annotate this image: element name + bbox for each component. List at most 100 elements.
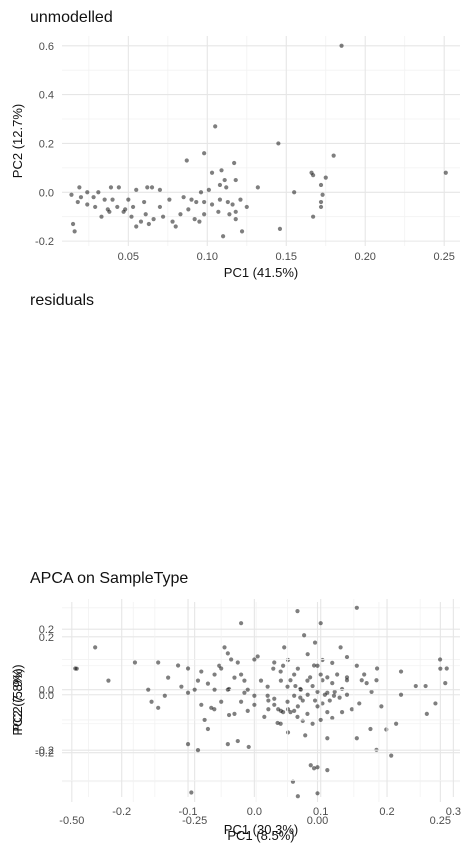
- data-point: [225, 687, 230, 692]
- data-point: [369, 689, 374, 694]
- data-point: [219, 699, 224, 704]
- data-point: [252, 657, 257, 662]
- panel-title: unmodelled: [30, 9, 113, 26]
- data-point: [229, 657, 234, 662]
- data-point: [242, 690, 247, 695]
- data-point: [225, 741, 230, 747]
- data-point: [344, 678, 350, 683]
- scatter-plot-apca: -0.2 -0.1 0.0 0.1 0.2 0.3 -0.2 0.0 0.2 PC1 (30.3%…: [10, 599, 461, 837]
- data-point: [156, 705, 161, 710]
- data-point: [206, 187, 211, 192]
- data-point: [285, 707, 291, 712]
- data-point: [374, 678, 379, 683]
- data-point: [318, 199, 324, 205]
- data-point: [323, 175, 328, 180]
- data-point: [220, 234, 226, 239]
- data-point: [325, 710, 330, 715]
- data-point: [310, 721, 315, 726]
- y-tick-label: 0.2: [39, 632, 54, 644]
- data-point: [219, 168, 224, 173]
- x-tick-label: 0.10: [197, 251, 218, 263]
- data-point: [189, 790, 194, 795]
- panel-residuals: residuals -0.50 -0.25 0.00 0.25 -0.2 0.0 0.2 PC…: [0, 284, 474, 843]
- data-point: [325, 736, 330, 741]
- data-point: [219, 666, 224, 671]
- data-point: [344, 654, 350, 660]
- data-point: [318, 182, 324, 188]
- x-tick-label: 0.15: [276, 251, 297, 263]
- data-point: [108, 185, 114, 190]
- grid: [62, 599, 460, 797]
- data-point: [364, 681, 369, 686]
- data-point: [266, 698, 271, 703]
- data-point: [239, 699, 244, 704]
- data-point: [213, 124, 218, 129]
- data-point: [315, 689, 320, 694]
- data-point: [235, 738, 240, 744]
- data-point: [276, 141, 281, 146]
- data-point: [308, 675, 313, 680]
- data-point: [320, 701, 325, 706]
- data-point: [252, 702, 257, 707]
- data-point: [70, 221, 76, 227]
- data-point: [99, 214, 104, 219]
- panel-unmodelled: unmodelled 0.05 0.10 0.15 0.20 0.25 -0.2 0.0 0.…: [0, 0, 474, 282]
- data-point: [138, 219, 144, 224]
- data-point: [320, 192, 325, 197]
- data-point: [318, 717, 323, 723]
- data-point: [335, 672, 340, 677]
- data-point: [167, 197, 172, 202]
- data-point: [311, 663, 317, 668]
- grid: [62, 602, 460, 802]
- x-tick-label: 0.00: [307, 815, 328, 827]
- data-point: [198, 190, 204, 195]
- data-point: [288, 710, 293, 715]
- data-point: [222, 645, 227, 650]
- data-point: [338, 645, 343, 650]
- data-point: [224, 185, 229, 190]
- y-tick-label: -0.2: [35, 236, 54, 248]
- data-point: [110, 197, 115, 202]
- x-tick-label: 0.25: [433, 251, 454, 263]
- data-point: [239, 229, 245, 234]
- data-point: [245, 708, 250, 713]
- data-point: [265, 693, 270, 698]
- x-tick-label: -0.25: [182, 815, 207, 827]
- data-point: [285, 684, 290, 689]
- data-point: [325, 768, 330, 773]
- data-point: [195, 678, 201, 683]
- data-point: [146, 687, 151, 692]
- data-point: [331, 693, 337, 698]
- y-tick-label: 0.0: [39, 187, 54, 199]
- x-tick-label: 0.0: [247, 806, 262, 818]
- data-point: [72, 229, 77, 234]
- data-point: [93, 204, 98, 210]
- data-point: [75, 199, 80, 205]
- y-axis-title: PC2 (12.7%): [10, 104, 25, 178]
- data-point: [96, 190, 101, 195]
- data-point: [149, 185, 155, 190]
- data-point: [126, 197, 131, 202]
- data-point: [292, 693, 297, 698]
- data-point: [239, 672, 244, 677]
- data-point: [217, 197, 223, 202]
- y-tick-label: 0.6: [39, 41, 54, 53]
- data-point: [134, 187, 139, 192]
- data-points: [73, 608, 449, 795]
- data-point: [295, 608, 300, 614]
- data-point: [258, 678, 264, 683]
- data-point: [238, 197, 243, 202]
- data-point: [85, 190, 90, 195]
- data-point: [354, 605, 359, 610]
- data-point: [217, 182, 223, 188]
- data-point: [185, 666, 191, 671]
- data-point: [292, 672, 297, 677]
- data-point: [216, 209, 221, 214]
- data-point: [202, 717, 207, 723]
- data-point: [298, 695, 303, 700]
- data-point: [433, 701, 438, 706]
- data-point: [170, 219, 175, 224]
- y-tick-label: 0.4: [39, 90, 54, 102]
- data-point: [134, 224, 139, 229]
- data-point: [300, 698, 305, 703]
